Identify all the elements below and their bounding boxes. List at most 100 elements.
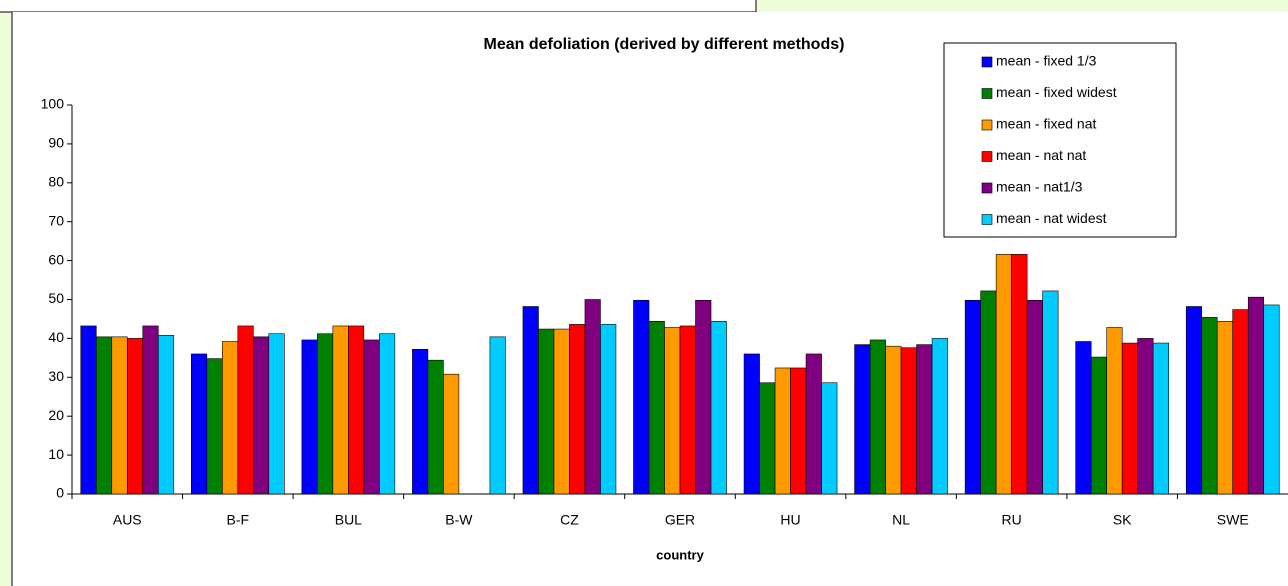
- bar: [790, 367, 807, 495]
- bar: [363, 339, 380, 495]
- bar: [379, 333, 396, 495]
- bar: [648, 320, 665, 495]
- bar: [759, 382, 776, 495]
- bar: [1152, 342, 1169, 495]
- bar: [964, 299, 981, 495]
- bar: [142, 325, 159, 495]
- legend-label: mean - fixed widest: [996, 84, 1117, 100]
- bar: [584, 299, 601, 495]
- bar: [900, 347, 917, 495]
- bar: [1216, 320, 1234, 495]
- bar: [157, 334, 175, 495]
- bar: [253, 336, 270, 495]
- bar: [1263, 304, 1280, 495]
- x-tick-label: SK: [1113, 512, 1132, 528]
- legend-label: mean - nat widest: [996, 210, 1107, 226]
- bar: [916, 344, 933, 495]
- bar: [126, 338, 144, 495]
- y-tick-label: 60: [48, 251, 64, 267]
- legend-swatch: [981, 119, 993, 131]
- bar: [695, 299, 712, 495]
- bar: [1232, 309, 1249, 495]
- legend-swatch: [981, 151, 993, 162]
- y-tick-label: 100: [41, 96, 65, 112]
- y-tick-label: 30: [48, 368, 64, 384]
- bar: [95, 336, 113, 495]
- x-tick-label: HU: [780, 512, 800, 528]
- legend-swatch: [981, 182, 993, 194]
- bar: [332, 325, 349, 495]
- y-tick-label: 70: [48, 212, 64, 228]
- bar: [679, 325, 696, 495]
- y-tick-label: 40: [48, 329, 64, 345]
- legend-swatch: [981, 214, 993, 225]
- bar: [1042, 290, 1059, 495]
- bar: [600, 324, 617, 495]
- bar: [268, 333, 285, 495]
- bar: [569, 324, 586, 495]
- bar: [664, 327, 681, 495]
- x-tick-label: B-F: [227, 512, 250, 528]
- y-tick-label: 0: [56, 485, 64, 501]
- bar: [854, 344, 871, 495]
- bar: [1247, 296, 1265, 495]
- bar: [412, 348, 429, 495]
- x-tick-label: GER: [665, 512, 695, 528]
- bar: [301, 339, 318, 495]
- legend-swatch: [981, 88, 993, 99]
- bar: [1106, 327, 1123, 495]
- bar: [1090, 356, 1107, 495]
- bar: [743, 353, 760, 495]
- bar: [1026, 299, 1043, 495]
- y-tick-label: 20: [48, 407, 64, 423]
- x-tick-label: RU: [1002, 512, 1022, 528]
- bar: [1137, 338, 1154, 495]
- bar: [931, 338, 948, 495]
- bar: [710, 320, 727, 495]
- bar: [222, 341, 239, 495]
- bar: [885, 345, 902, 495]
- bar: [774, 367, 791, 495]
- bar: [489, 336, 506, 495]
- bar: [348, 325, 365, 495]
- x-tick-label: NL: [892, 512, 910, 528]
- legend-label: mean - fixed 1/3: [996, 53, 1097, 69]
- x-tick-label: CZ: [560, 512, 579, 528]
- bar: [821, 382, 838, 495]
- bar: [1201, 317, 1218, 495]
- bar: [237, 325, 254, 495]
- legend-label: mean - nat1/3: [996, 179, 1083, 195]
- bar: [111, 336, 128, 495]
- bar: [522, 306, 539, 495]
- bar: [1121, 342, 1138, 495]
- y-tick-label: 80: [48, 174, 64, 190]
- frame-top: [0, 0, 756, 12]
- x-tick-label: BUL: [335, 512, 362, 528]
- y-tick-label: 50: [48, 290, 64, 306]
- bar: [538, 328, 555, 495]
- bar: [980, 290, 997, 495]
- y-tick-label: 10: [48, 446, 64, 462]
- x-tick-label: AUS: [113, 512, 142, 528]
- legend-box: [943, 42, 1177, 238]
- bar: [427, 359, 444, 495]
- bar: [443, 373, 460, 495]
- legend-label: mean - nat nat: [996, 147, 1086, 163]
- x-tick-label: B-W: [445, 512, 473, 528]
- bar: [1011, 254, 1028, 495]
- bar: [869, 339, 886, 495]
- y-tick-label: 90: [48, 135, 64, 151]
- x-tick-label: SWE: [1217, 512, 1249, 528]
- bar: [206, 358, 223, 495]
- bar: [553, 328, 570, 495]
- legend-swatch: [981, 56, 993, 68]
- bar: [805, 353, 822, 495]
- bar: [995, 254, 1012, 495]
- chart-title: Mean defoliation (derived by different m…: [484, 36, 845, 53]
- bar: [633, 299, 650, 495]
- bar: [80, 325, 97, 495]
- bar: [317, 333, 334, 495]
- bar: [1185, 306, 1203, 495]
- legend-label: mean - fixed nat: [996, 116, 1096, 132]
